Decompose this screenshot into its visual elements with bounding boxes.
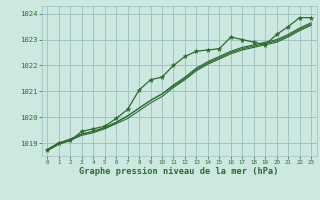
X-axis label: Graphe pression niveau de la mer (hPa): Graphe pression niveau de la mer (hPa): [79, 167, 279, 176]
